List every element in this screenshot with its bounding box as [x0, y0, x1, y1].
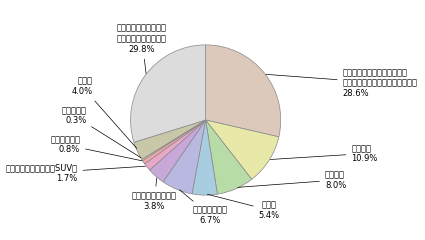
- Text: その他
4.0%: その他 4.0%: [71, 77, 137, 148]
- Text: スポーツ用多目的車（SUV）
1.7%: スポーツ用多目的車（SUV） 1.7%: [6, 163, 145, 183]
- Text: ミニバン
8.0%: ミニバン 8.0%: [238, 170, 346, 190]
- Wedge shape: [206, 120, 279, 179]
- Wedge shape: [150, 120, 206, 182]
- Wedge shape: [163, 120, 206, 194]
- Text: 車種は特に決めていないが、
ハイブリッド自動車を購入したい
28.6%: 車種は特に決めていないが、 ハイブリッド自動車を購入したい 28.6%: [266, 68, 418, 98]
- Wedge shape: [134, 120, 206, 159]
- Text: ステーションワゴン
3.8%: ステーションワゴン 3.8%: [132, 178, 177, 211]
- Wedge shape: [206, 45, 281, 137]
- Text: セダン
5.4%: セダン 5.4%: [207, 194, 280, 220]
- Text: スポーツカー
0.8%: スポーツカー 0.8%: [50, 135, 142, 161]
- Text: 軽自動車
10.9%: 軽自動車 10.9%: [270, 144, 378, 163]
- Text: ライトバン
0.3%: ライトバン 0.3%: [61, 106, 141, 158]
- Wedge shape: [144, 120, 206, 170]
- Wedge shape: [142, 120, 206, 164]
- Text: コンパクトカー
6.7%: コンパクトカー 6.7%: [180, 190, 227, 225]
- Wedge shape: [206, 120, 252, 194]
- Wedge shape: [142, 120, 206, 161]
- Text: ハイブリッド自動車を
購入するつもりはない
29.8%: ハイブリッド自動車を 購入するつもりはない 29.8%: [117, 24, 167, 74]
- Wedge shape: [130, 45, 206, 142]
- Wedge shape: [192, 120, 218, 195]
